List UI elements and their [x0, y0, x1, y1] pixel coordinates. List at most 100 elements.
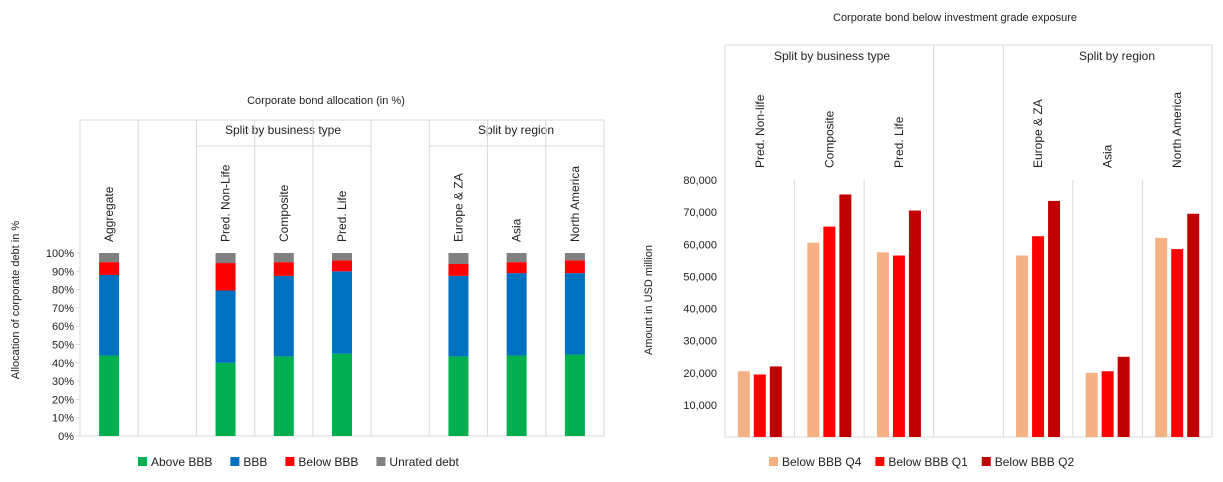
right-legend-label-below-bbb-q4: Below BBB Q4	[782, 455, 862, 469]
right-y-tick-label: 50,000	[683, 271, 717, 283]
left-group-label-business: Split by business type	[225, 123, 341, 137]
left-y-tick-label: 50%	[52, 340, 74, 352]
right-bar-below-bbb-q4	[737, 371, 750, 437]
right-bar-below-bbb-q1	[892, 255, 905, 437]
left-bar-segment-above-bbb	[215, 362, 236, 436]
left-bar-segment-bbb	[448, 275, 469, 357]
left-bar-segment-above-bbb	[273, 356, 294, 436]
right-bar-below-bbb-q1	[823, 226, 836, 437]
left-group-label-region: Split by region	[478, 123, 554, 137]
right-group-label-business: Split by business type	[774, 49, 890, 63]
right-category-label: Pred. Non-life	[753, 94, 767, 168]
allocation-chart: Corporate bond allocation (in %) Allocat…	[10, 95, 605, 469]
right-bar-below-bbb-q4	[1016, 255, 1029, 437]
left-y-tick-label: 80%	[52, 285, 74, 297]
right-y-tick-label: 20,000	[683, 368, 717, 380]
right-bar-below-bbb-q1	[1032, 236, 1045, 437]
right-bar-below-bbb-q2	[1048, 200, 1061, 437]
left-category-label: Asia	[510, 218, 524, 242]
right-bar-below-bbb-q1	[1171, 249, 1184, 437]
left-bar-segment-below-bbb	[215, 263, 236, 291]
left-category-label: North America	[568, 166, 582, 242]
right-y-tick-label: 60,000	[683, 239, 717, 251]
right-category-label: Composite	[822, 110, 836, 168]
left-legend-swatch-unrated-debt	[376, 457, 386, 466]
left-legend-label-below-bbb: Below BBB	[298, 455, 358, 469]
right-legend-swatch-below-bbb-q4	[769, 457, 778, 466]
right-bar-below-bbb-q4	[1155, 237, 1168, 437]
right-bar-below-bbb-q4	[807, 242, 820, 437]
right-bar-below-bbb-q1	[1101, 371, 1114, 437]
right-category-label: Europe & ZA	[1031, 99, 1045, 168]
right-category-label: Pred. Life	[892, 116, 906, 168]
right-group-label-region: Split by region	[1079, 49, 1155, 63]
left-bar-segment-below-bbb	[506, 262, 527, 274]
left-y-tick-label: 70%	[52, 303, 74, 315]
right-bar-below-bbb-q4	[1085, 372, 1098, 437]
left-bar-segment-above-bbb	[99, 355, 120, 436]
right-bar-below-bbb-q2	[839, 194, 852, 437]
right-bar-below-bbb-q2	[908, 210, 921, 437]
left-category-label: Aggregate	[102, 186, 116, 242]
left-bar-segment-bbb	[99, 274, 120, 356]
left-legend-swatch-below-bbb	[285, 457, 295, 466]
right-bar-below-bbb-q4	[876, 252, 889, 437]
left-category-label: Composite	[277, 184, 291, 242]
left-bar-segment-below-bbb	[332, 260, 352, 272]
left-bar-segment-above-bbb	[506, 355, 527, 436]
left-legend-swatch-above-bbb	[138, 457, 147, 466]
left-legend-swatch-bbb	[230, 457, 240, 466]
right-bar-below-bbb-q2	[1187, 213, 1200, 437]
left-bar-segment-unrated-debt	[506, 253, 527, 263]
left-bar-segment-unrated-debt	[564, 253, 585, 261]
right-y-axis-label: Amount in USD million	[643, 245, 655, 355]
left-bar-segment-bbb	[215, 290, 236, 363]
left-bar-segment-below-bbb	[564, 260, 585, 274]
left-legend-label-above-bbb: Above BBB	[151, 455, 212, 469]
left-y-tick-label: 10%	[52, 413, 74, 425]
right-category-label: North America	[1170, 92, 1184, 168]
left-y-tick-label: 20%	[52, 394, 74, 406]
left-bar-segment-above-bbb	[448, 356, 469, 436]
left-bar-segment-above-bbb	[332, 353, 352, 436]
left-legend-label-unrated-debt: Unrated debt	[389, 455, 459, 469]
right-y-tick-label: 80,000	[683, 175, 717, 187]
right-bar-below-bbb-q2	[769, 366, 782, 437]
left-bar-segment-unrated-debt	[99, 253, 120, 263]
left-category-label: Europe & ZA	[451, 173, 465, 242]
right-legend-label-below-bbb-q2: Below BBB Q2	[995, 455, 1075, 469]
left-bar-segment-unrated-debt	[273, 253, 294, 263]
right-legend-swatch-below-bbb-q2	[981, 457, 991, 466]
left-chart-title: Corporate bond allocation (in %)	[247, 95, 405, 107]
left-y-tick-label: 30%	[52, 376, 74, 388]
left-bar-segment-bbb	[506, 273, 527, 356]
left-y-tick-label: 0%	[58, 431, 74, 443]
left-y-tick-label: 40%	[52, 358, 74, 370]
left-bar-segment-below-bbb	[273, 262, 294, 276]
left-bar-segment-unrated-debt	[332, 253, 352, 261]
left-bar-segment-below-bbb	[99, 262, 120, 275]
right-y-tick-label: 70,000	[683, 207, 717, 219]
left-bar-segment-unrated-debt	[215, 253, 236, 264]
left-bar-segment-above-bbb	[564, 354, 585, 436]
left-category-label: Pred. Non-Life	[219, 164, 233, 242]
left-legend-label-bbb: BBB	[243, 455, 267, 469]
right-y-tick-label: 10,000	[683, 400, 717, 412]
right-legend-label-below-bbb-q1: Below BBB Q1	[888, 455, 968, 469]
left-y-tick-label: 100%	[46, 248, 74, 260]
left-category-label: Pred. Life	[335, 190, 349, 242]
right-bar-below-bbb-q1	[753, 374, 766, 437]
right-y-tick-label: 30,000	[683, 336, 717, 348]
left-bar-segment-below-bbb	[448, 263, 469, 276]
right-y-tick-label: 40,000	[683, 304, 717, 316]
left-y-tick-label: 90%	[52, 266, 74, 278]
left-y-axis-label: Allocation of corporate debt in %	[10, 221, 22, 380]
left-bar-segment-unrated-debt	[448, 253, 469, 264]
left-bar-segment-bbb	[332, 271, 352, 354]
right-category-label: Asia	[1101, 144, 1115, 168]
right-bar-below-bbb-q2	[1117, 356, 1130, 437]
below-ig-exposure-chart: Corporate bond below investment grade ex…	[643, 12, 1213, 469]
left-bar-segment-bbb	[564, 273, 585, 355]
